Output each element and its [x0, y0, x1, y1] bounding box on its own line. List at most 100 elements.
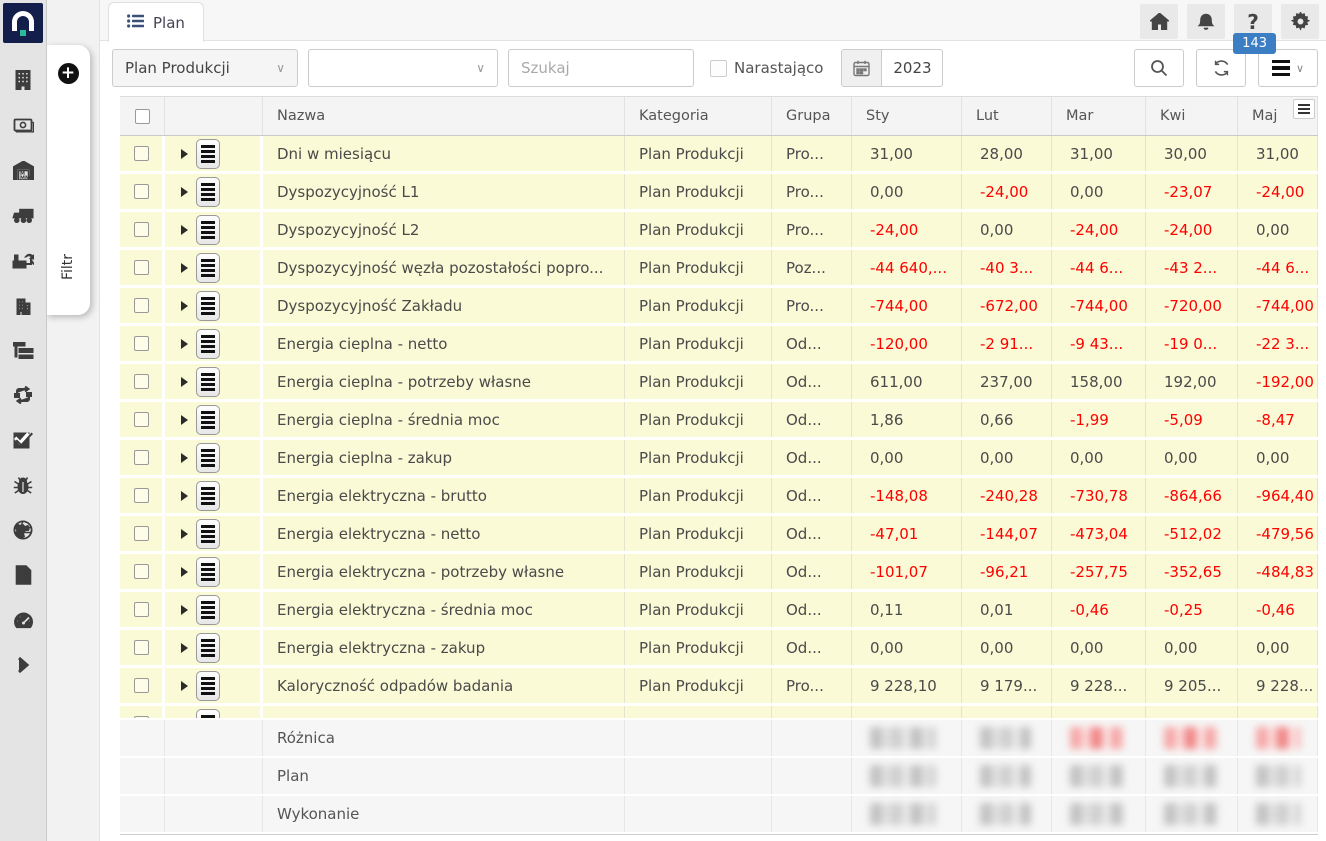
value-lut[interactable]: -672,00	[962, 288, 1052, 323]
value-lut[interactable]: 28,00	[962, 136, 1052, 171]
value-kwi[interactable]: -0,25	[1146, 592, 1238, 627]
value-lut[interactable]: 0,01	[962, 592, 1052, 627]
truck-icon[interactable]	[12, 205, 34, 225]
expand-row-icon[interactable]	[181, 300, 188, 311]
expand-row-icon[interactable]	[181, 148, 188, 159]
row-name[interactable]: Energia cieplna - zakup	[263, 440, 625, 475]
value-kwi[interactable]: -352,65	[1146, 554, 1238, 589]
row-checkbox[interactable]	[133, 184, 149, 199]
row-checkbox[interactable]	[133, 526, 149, 541]
cumulative-checkbox-wrap[interactable]: Narastająco	[710, 49, 823, 87]
header-nazwa[interactable]: Nazwa	[263, 97, 625, 135]
row-checkbox[interactable]	[133, 222, 149, 237]
banknote-icon[interactable]	[12, 115, 34, 135]
dashboard-gauge-icon[interactable]	[12, 610, 34, 630]
value-lut[interactable]: 237,00	[962, 364, 1052, 399]
value-lut[interactable]: -96,21	[962, 554, 1052, 589]
row-checkbox[interactable]	[133, 678, 149, 693]
row-name[interactable]: Energia elektryczna - potrzeby własne	[263, 554, 625, 589]
refresh-button[interactable]	[1196, 49, 1246, 87]
value-maj[interactable]: -44 6...	[1238, 250, 1318, 285]
row-checkbox[interactable]	[133, 412, 149, 427]
row-menu-icon[interactable]	[196, 290, 220, 321]
value-maj[interactable]: 0,00	[1238, 212, 1318, 247]
header-maj[interactable]: Maj	[1238, 97, 1318, 135]
value-kwi[interactable]: 192,00	[1146, 364, 1238, 399]
row-menu-icon[interactable]	[196, 632, 220, 663]
row-name[interactable]: Energia elektryczna - średnia moc	[263, 592, 625, 627]
search-input[interactable]	[508, 49, 694, 87]
value-sty[interactable]: 1,86	[852, 402, 962, 437]
expand-row-icon[interactable]	[181, 528, 188, 539]
row-name[interactable]: Kaloryczność odpadów badania	[263, 668, 625, 703]
dataset-select[interactable]: Plan Produkcji ∨	[112, 49, 298, 87]
value-mar[interactable]: -9 43...	[1052, 326, 1146, 361]
value-maj[interactable]: -964,40	[1238, 478, 1318, 513]
value-lut[interactable]: -144,07	[962, 516, 1052, 551]
warehouse-icon[interactable]: M MM	[12, 160, 34, 180]
expand-row-icon[interactable]	[181, 224, 188, 235]
building-grid-icon[interactable]	[12, 70, 34, 90]
row-menu-icon[interactable]	[196, 518, 220, 549]
value-mar[interactable]: 31,00	[1052, 136, 1146, 171]
value-maj[interactable]: -479,56	[1238, 516, 1318, 551]
value-kwi[interactable]: -19 0...	[1146, 326, 1238, 361]
value-mar[interactable]: -1,99	[1052, 402, 1146, 437]
office-building-icon[interactable]	[12, 295, 34, 315]
calendar-icon[interactable]	[842, 50, 883, 86]
row-checkbox[interactable]	[133, 488, 149, 503]
app-logo[interactable]	[3, 3, 43, 43]
row-checkbox[interactable]	[133, 260, 149, 275]
value-kwi[interactable]: -720,00	[1146, 288, 1238, 323]
value-maj[interactable]: -22 3...	[1238, 326, 1318, 361]
value-maj[interactable]: -744,00	[1238, 288, 1318, 323]
row-checkbox[interactable]	[133, 336, 149, 351]
value-lut[interactable]: -240,28	[962, 478, 1052, 513]
value-kwi[interactable]: 9 205...	[1146, 668, 1238, 703]
value-sty[interactable]: -47,01	[852, 516, 962, 551]
value-sty[interactable]: 9 228,10	[852, 668, 962, 703]
expand-row-icon[interactable]	[181, 642, 188, 653]
value-mar[interactable]: 158,00	[1052, 364, 1146, 399]
value-sty[interactable]: 31,00	[852, 136, 962, 171]
value-sty[interactable]: -744,00	[852, 288, 962, 323]
row-checkbox[interactable]	[133, 716, 149, 718]
value-sty[interactable]: 0,00	[852, 440, 962, 475]
value-mar[interactable]: -744,00	[1052, 288, 1146, 323]
row-name[interactable]: Energia cieplna - netto	[263, 326, 625, 361]
value-sty[interactable]: -24,00	[852, 212, 962, 247]
expand-row-icon[interactable]	[181, 376, 188, 387]
row-checkbox[interactable]	[133, 146, 149, 161]
year-picker[interactable]: 2023	[841, 49, 944, 87]
row-name[interactable]: Energia cieplna - średnia moc	[263, 402, 625, 437]
column-menu-icon[interactable]	[1293, 99, 1315, 119]
header-lut[interactable]: Lut	[962, 97, 1052, 135]
value-maj[interactable]: -8,47	[1238, 402, 1318, 437]
value-maj[interactable]: -192,00	[1238, 364, 1318, 399]
value-sty[interactable]: 611,00	[852, 364, 962, 399]
row-menu-icon[interactable]	[196, 442, 220, 473]
row-checkbox[interactable]	[133, 450, 149, 465]
structure-tree-icon[interactable]	[12, 340, 34, 360]
value-mar[interactable]: 0,00	[1052, 440, 1146, 475]
expand-row-icon[interactable]	[181, 604, 188, 615]
row-name[interactable]: Dyspozycyjność węzła pozostałości popro.…	[263, 250, 625, 285]
row-menu-icon[interactable]	[196, 480, 220, 511]
expand-row-icon[interactable]	[181, 452, 188, 463]
row-menu-icon[interactable]	[196, 328, 220, 359]
value-lut[interactable]: -40 3...	[962, 250, 1052, 285]
value-lut[interactable]: -24,00	[962, 174, 1052, 209]
secondary-select[interactable]: ∨	[308, 49, 498, 87]
row-menu-icon[interactable]	[196, 708, 220, 718]
task-check-icon[interactable]	[12, 430, 34, 450]
value-mar[interactable]: -24,00	[1052, 212, 1146, 247]
value-sty[interactable]: -44 640,...	[852, 250, 962, 285]
expand-row-icon[interactable]	[181, 566, 188, 577]
row-name[interactable]: Dyspozycyjność Zakładu	[263, 288, 625, 323]
expand-row-icon[interactable]	[181, 338, 188, 349]
value-maj[interactable]: 0,00	[1238, 630, 1318, 665]
row-menu-icon[interactable]	[196, 556, 220, 587]
value-mar[interactable]: -730,78	[1052, 478, 1146, 513]
expand-row-icon[interactable]	[181, 680, 188, 691]
value-sty[interactable]: -120,00	[852, 326, 962, 361]
